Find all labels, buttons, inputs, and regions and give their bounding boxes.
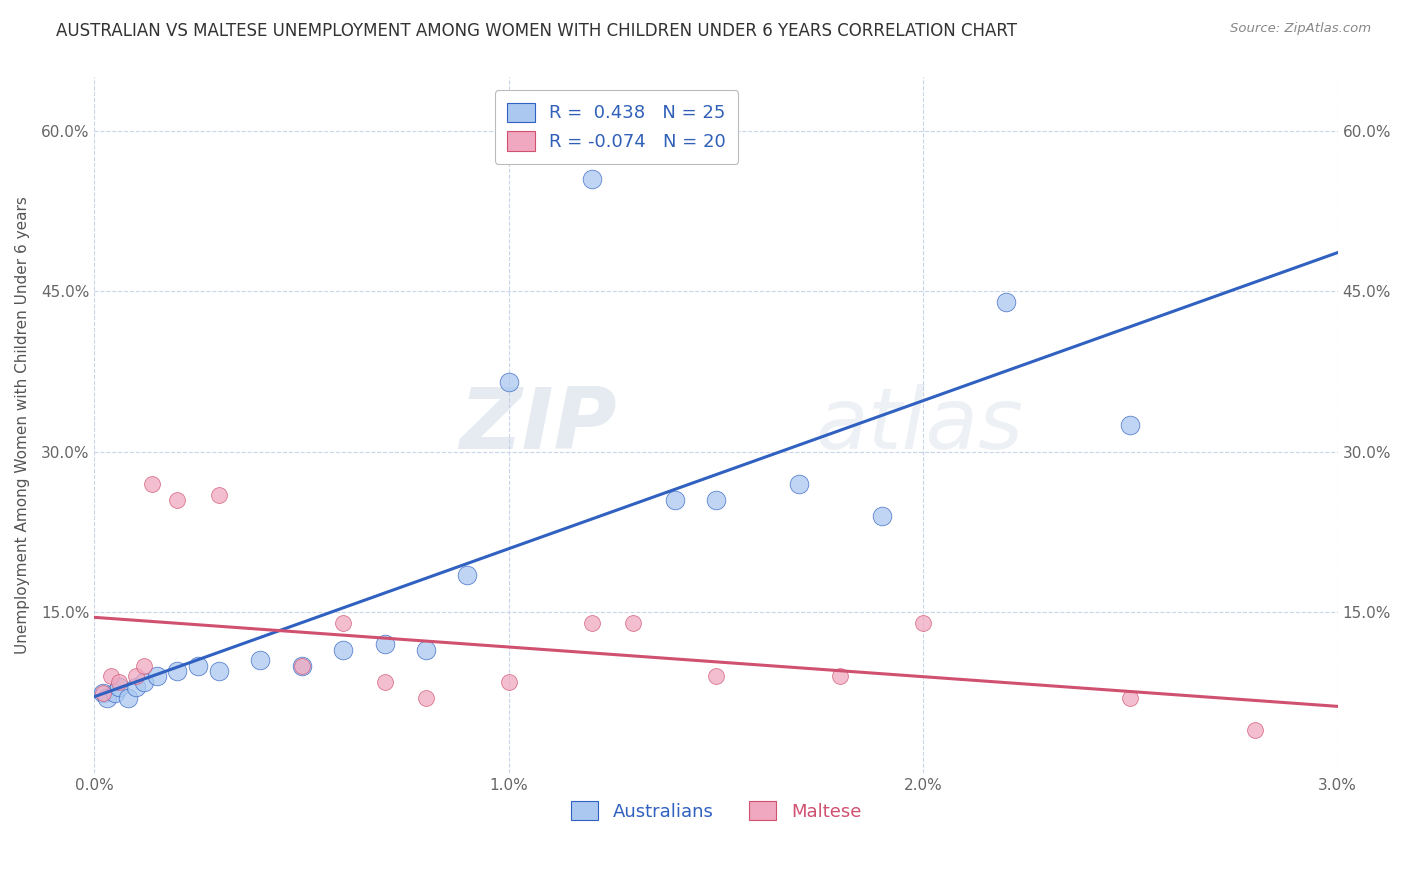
Point <box>664 493 686 508</box>
Point <box>141 477 163 491</box>
Point <box>291 658 314 673</box>
Text: AUSTRALIAN VS MALTESE UNEMPLOYMENT AMONG WOMEN WITH CHILDREN UNDER 6 YEARS CORRE: AUSTRALIAN VS MALTESE UNEMPLOYMENT AMONG… <box>56 22 1017 40</box>
Point <box>830 669 852 683</box>
Point <box>415 690 437 705</box>
Point <box>91 685 114 699</box>
Y-axis label: Unemployment Among Women with Children Under 6 years: Unemployment Among Women with Children U… <box>15 196 30 654</box>
Text: ZIP: ZIP <box>458 384 617 467</box>
Point <box>374 637 396 651</box>
Point <box>581 615 603 630</box>
Point <box>374 674 396 689</box>
Point <box>166 664 188 678</box>
Point <box>912 615 935 630</box>
Legend: Australians, Maltese: Australians, Maltese <box>558 788 875 833</box>
Point <box>581 172 603 186</box>
Point <box>1243 723 1265 737</box>
Point <box>134 674 156 689</box>
Point <box>291 658 314 673</box>
Point <box>117 690 139 705</box>
Point <box>332 642 354 657</box>
Point <box>125 669 148 683</box>
Point <box>704 493 727 508</box>
Point <box>995 295 1018 310</box>
Point <box>621 615 644 630</box>
Point <box>787 477 810 491</box>
Point <box>166 493 188 508</box>
Point <box>104 685 127 699</box>
Point <box>91 685 114 699</box>
Point <box>870 508 893 523</box>
Point <box>108 680 131 694</box>
Point <box>249 653 271 667</box>
Point <box>498 376 520 390</box>
Text: atlas: atlas <box>815 384 1024 467</box>
Point <box>208 664 231 678</box>
Point <box>187 658 209 673</box>
Point <box>125 680 148 694</box>
Point <box>456 567 478 582</box>
Point <box>332 615 354 630</box>
Point <box>96 690 118 705</box>
Point <box>208 488 231 502</box>
Point <box>1119 418 1142 433</box>
Point <box>134 658 156 673</box>
Point <box>1119 690 1142 705</box>
Point <box>100 669 122 683</box>
Point <box>415 642 437 657</box>
Point <box>498 674 520 689</box>
Point <box>108 674 131 689</box>
Point <box>145 669 167 683</box>
Point <box>704 669 727 683</box>
Text: Source: ZipAtlas.com: Source: ZipAtlas.com <box>1230 22 1371 36</box>
